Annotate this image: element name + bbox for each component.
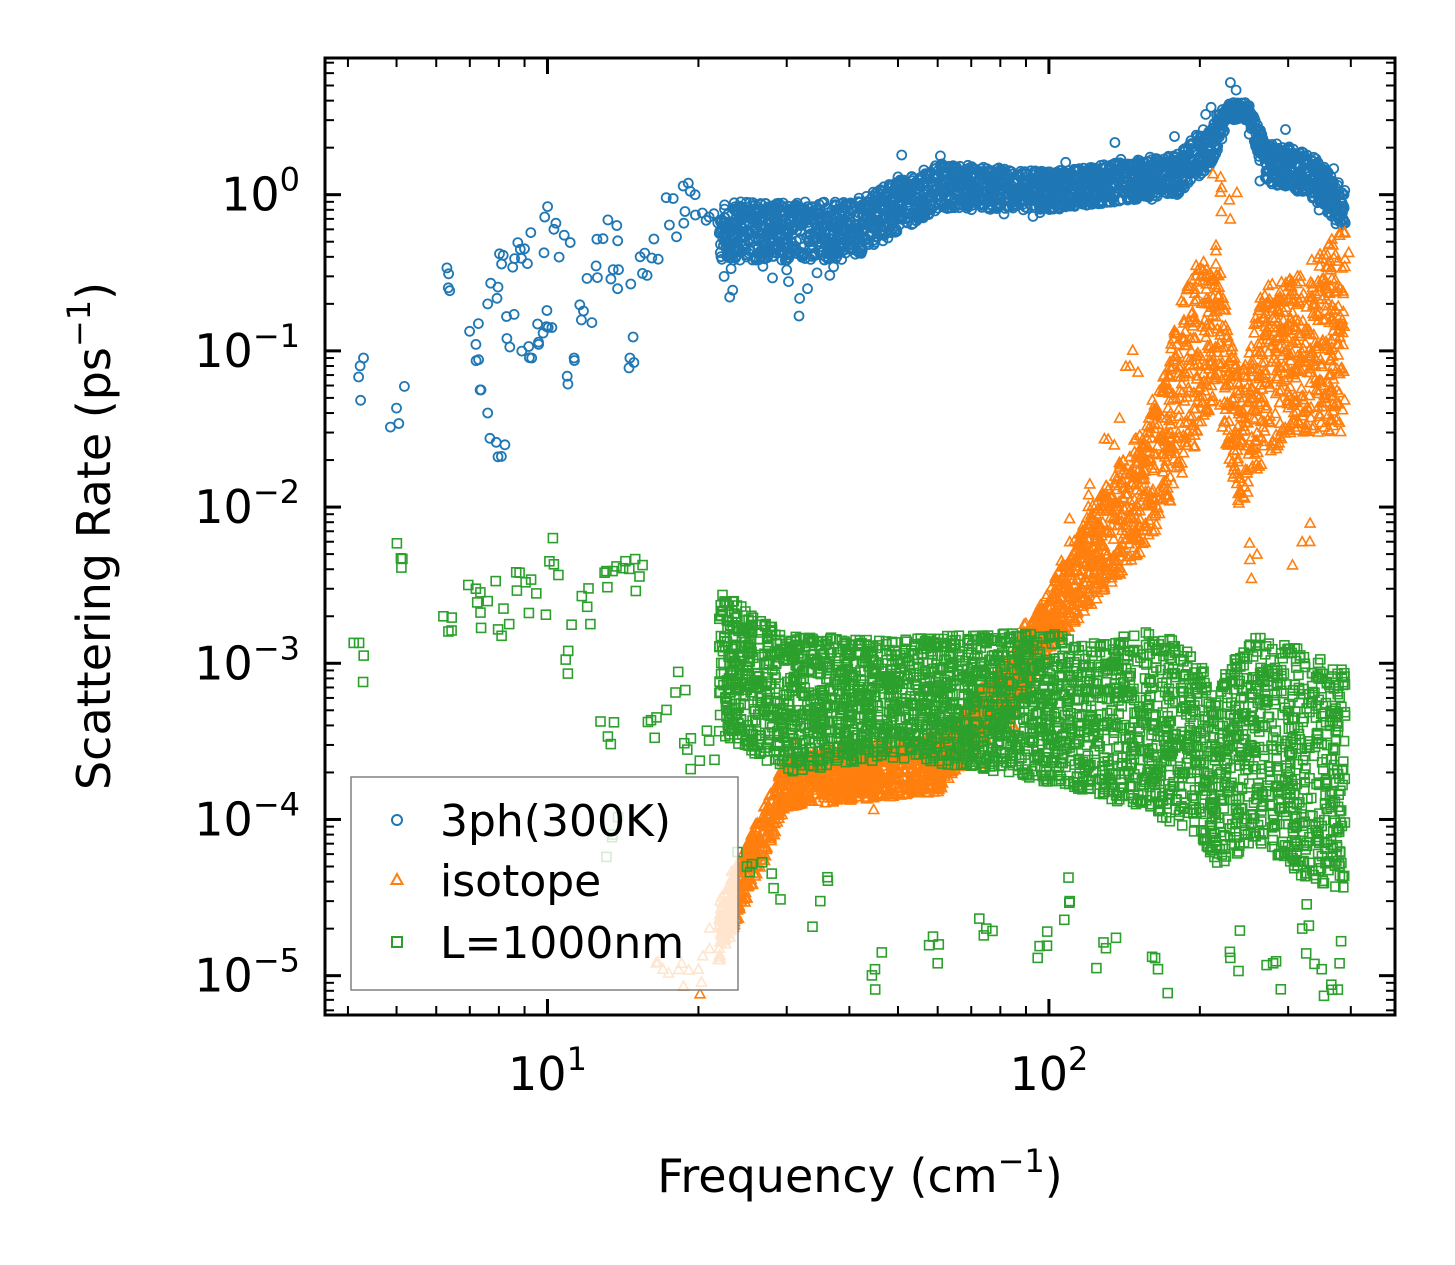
data-point-circle bbox=[611, 220, 623, 231]
data-point-circle bbox=[576, 314, 587, 326]
data-point-circle bbox=[648, 233, 660, 245]
data-point-circle bbox=[810, 201, 822, 213]
data-point-circle bbox=[811, 267, 823, 279]
data-point-circle bbox=[441, 262, 453, 274]
data-point-circle bbox=[358, 352, 369, 364]
data-point-circle bbox=[522, 258, 533, 270]
data-point-circle bbox=[852, 196, 864, 208]
data-point-circle bbox=[815, 241, 826, 253]
data-point-circle bbox=[790, 247, 801, 259]
data-point-circle bbox=[470, 338, 482, 350]
data-point-circle bbox=[532, 318, 543, 330]
data-point-circle bbox=[612, 235, 624, 247]
data-point-circle bbox=[398, 380, 410, 392]
data-point-circle bbox=[814, 224, 826, 236]
data-point-circle bbox=[612, 283, 623, 295]
data-point-circle bbox=[553, 251, 565, 263]
data-point-circle bbox=[443, 268, 455, 280]
data-point-circle bbox=[824, 269, 836, 281]
data-point-circle bbox=[491, 292, 503, 304]
data-point-circle bbox=[597, 233, 609, 245]
data-point-circle bbox=[896, 149, 908, 161]
data-point-circle bbox=[794, 292, 805, 304]
data-point-circle bbox=[393, 418, 405, 429]
data-point-circle bbox=[1153, 156, 1165, 168]
data-point-circle bbox=[1205, 101, 1217, 113]
data-point-circle bbox=[564, 237, 576, 248]
data-point-circle bbox=[652, 253, 664, 265]
data-point-circle bbox=[829, 199, 841, 211]
data-point-circle bbox=[592, 272, 603, 284]
data-point-circle bbox=[548, 223, 560, 235]
data-point-circle bbox=[751, 222, 763, 234]
data-point-circle bbox=[767, 272, 778, 284]
data-point-circle bbox=[602, 214, 614, 226]
data-point-circle bbox=[1060, 156, 1072, 168]
data-point-circle bbox=[679, 206, 691, 217]
data-point-circle bbox=[901, 208, 913, 220]
data-point-circle bbox=[492, 281, 504, 293]
data-point-circle bbox=[771, 198, 783, 209]
data-point-circle bbox=[482, 298, 494, 310]
data-point-circle bbox=[839, 202, 850, 214]
data-point-circle bbox=[625, 278, 637, 290]
data-point-circle bbox=[878, 181, 890, 193]
data-point-circle bbox=[472, 318, 484, 330]
data-point-circle bbox=[355, 394, 367, 406]
data-point-circle bbox=[353, 371, 365, 383]
data-point-circle bbox=[664, 219, 675, 231]
data-point-circle bbox=[538, 247, 550, 259]
data-point-circle bbox=[605, 273, 617, 285]
data-point-circle bbox=[671, 231, 682, 243]
data-point-circle bbox=[525, 227, 537, 239]
data-point-circle bbox=[725, 263, 737, 275]
data-point-circle bbox=[482, 407, 494, 419]
data-point-circle bbox=[793, 310, 805, 322]
data-point-circle bbox=[1160, 187, 1172, 199]
data-point-triangle bbox=[1247, 326, 1261, 338]
data-point-circle bbox=[590, 260, 602, 272]
data-point-circle bbox=[581, 272, 593, 284]
data-point-circle bbox=[718, 270, 730, 282]
data-point-circle bbox=[802, 283, 813, 295]
series-3ph-300k- bbox=[353, 77, 1351, 463]
data-point-circle bbox=[507, 261, 519, 273]
data-point-circle bbox=[539, 211, 551, 223]
data-point-circle bbox=[627, 331, 639, 343]
data-point-circle bbox=[516, 345, 528, 357]
plot-points bbox=[348, 77, 1356, 1002]
data-point-circle bbox=[504, 341, 516, 353]
data-point-triangle bbox=[1209, 257, 1223, 269]
data-point-circle bbox=[542, 201, 553, 213]
data-point-circle bbox=[541, 305, 553, 316]
data-point-circle bbox=[783, 276, 794, 288]
data-point-circle bbox=[550, 217, 562, 229]
data-point-circle bbox=[678, 217, 690, 229]
series-isotope bbox=[649, 167, 1356, 999]
data-point-circle bbox=[1169, 131, 1180, 142]
data-point-circle bbox=[1230, 84, 1242, 96]
data-point-circle bbox=[391, 402, 402, 414]
data-point-circle bbox=[1280, 124, 1291, 135]
data-point-circle bbox=[715, 251, 727, 263]
data-point-circle bbox=[499, 439, 511, 451]
data-point-circle bbox=[1109, 137, 1121, 148]
data-point-circle bbox=[496, 258, 508, 270]
data-point-circle bbox=[464, 325, 476, 337]
data-point-circle bbox=[781, 264, 793, 276]
data-point-circle bbox=[795, 250, 807, 262]
data-point-circle bbox=[586, 317, 598, 329]
